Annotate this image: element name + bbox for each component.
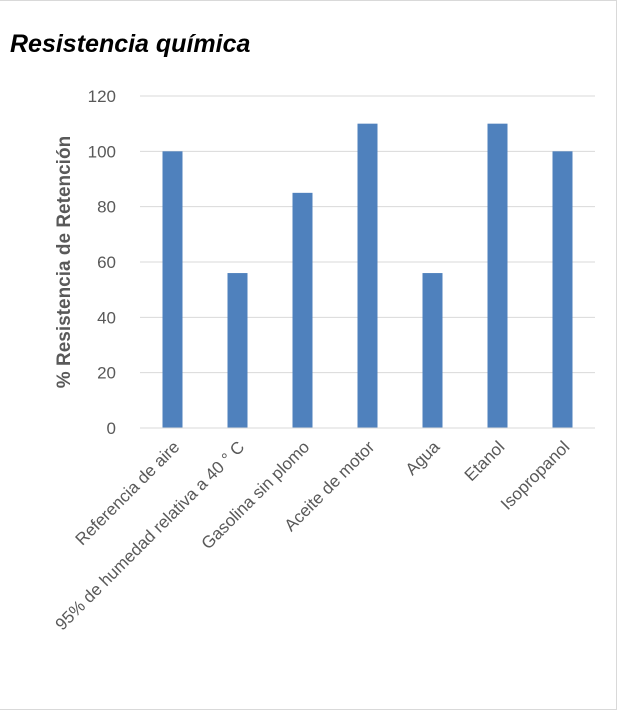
bar (422, 273, 443, 428)
y-tick-label: 40 (97, 308, 116, 327)
x-tick-label: Agua (402, 437, 444, 479)
y-tick-label: 20 (97, 364, 116, 383)
bar (357, 123, 378, 429)
x-tick-label: Gasolina sin plomo (198, 437, 314, 553)
y-axis-ticks: 0 20 40 60 80 100 120 (88, 87, 116, 438)
bar (162, 151, 183, 429)
y-tick-label: 0 (107, 419, 116, 438)
bars (162, 123, 573, 429)
bar (552, 151, 573, 429)
bar (292, 192, 313, 428)
chart-title: Resistencia química (10, 30, 251, 58)
y-tick-label: 60 (97, 253, 116, 272)
y-axis-title: % Resistencia de Retención (54, 136, 75, 388)
x-tick-label: Isopropanol (497, 437, 573, 513)
bar (487, 123, 508, 429)
x-tick-label: Etanol (461, 437, 509, 485)
y-tick-label: 100 (88, 142, 116, 161)
bar (227, 273, 248, 428)
y-tick-label: 80 (97, 198, 116, 217)
y-tick-label: 120 (88, 87, 116, 106)
